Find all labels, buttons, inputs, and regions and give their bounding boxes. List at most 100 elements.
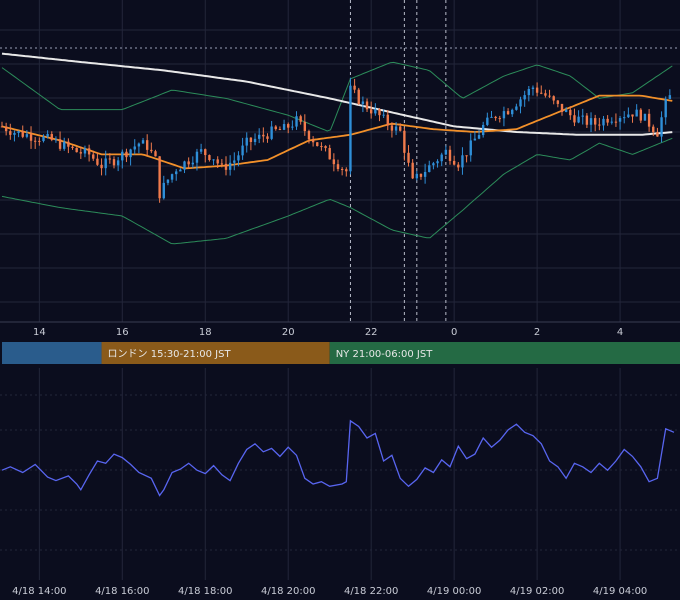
bull-candle xyxy=(212,159,215,161)
bull-candle xyxy=(170,174,174,180)
bull-candle xyxy=(291,126,294,128)
bollinger-bands xyxy=(1,61,673,245)
bear-candle xyxy=(71,146,74,149)
bull-candle xyxy=(166,179,170,183)
bear-candle xyxy=(274,126,277,130)
bear-candle xyxy=(365,101,369,110)
session-bar: ロンドン 15:30-21:00 JST NY 21:00-06:00 JST xyxy=(2,342,680,364)
bull-candle xyxy=(133,146,136,150)
bear-candle xyxy=(573,115,576,123)
bull-candle xyxy=(394,126,398,131)
bear-candle xyxy=(656,132,659,137)
bull-candle xyxy=(486,117,489,125)
bear-candle xyxy=(328,148,331,160)
bear-candle xyxy=(150,149,153,152)
bear-candle xyxy=(158,156,161,199)
bear-candle xyxy=(540,92,543,94)
bull-candle xyxy=(490,116,493,118)
bull-candle xyxy=(527,89,531,96)
bear-candle xyxy=(403,130,406,153)
price-x-tick-label: 18 xyxy=(199,327,212,338)
bull-candle xyxy=(481,124,485,136)
bear-candle xyxy=(448,149,452,161)
bear-candle xyxy=(378,109,381,116)
bear-candle xyxy=(278,129,282,131)
bear-candle xyxy=(204,149,207,156)
indicator-series-line xyxy=(1,419,675,497)
bear-candle xyxy=(506,111,510,115)
bull-candle xyxy=(477,135,481,139)
price-x-tick-label: 0 xyxy=(451,327,457,338)
indicator-x-tick-label: 4/18 14:00 xyxy=(12,586,66,597)
bull-candle xyxy=(428,165,431,172)
bull-candle xyxy=(137,143,141,147)
bull-candle xyxy=(295,116,298,127)
candlesticks[interactable] xyxy=(0,77,672,203)
bear-candle xyxy=(593,118,597,125)
bear-candle xyxy=(87,148,91,155)
moving-averages xyxy=(1,52,673,170)
bear-candle xyxy=(216,159,219,164)
bull-candle xyxy=(444,149,448,155)
bull-candle xyxy=(270,126,273,139)
ma-long xyxy=(1,52,673,136)
bear-candle xyxy=(112,159,116,166)
bear-candle xyxy=(606,118,609,123)
bull-candle xyxy=(577,116,580,123)
bear-candle xyxy=(407,152,410,163)
ma-mid xyxy=(1,94,673,170)
bear-candle xyxy=(38,140,41,142)
bull-candle xyxy=(241,145,244,156)
price-x-tick-label: 2 xyxy=(534,327,540,338)
price-x-axis: 14 16 18 20 22 0 2 4 xyxy=(33,327,623,338)
bear-candle xyxy=(311,139,315,143)
bull-candle xyxy=(436,161,439,164)
bull-candle xyxy=(162,182,165,199)
price-x-tick-label: 4 xyxy=(617,327,623,338)
price-x-tick-label: 22 xyxy=(365,327,378,338)
session-markers xyxy=(0,0,680,322)
bull-candle xyxy=(63,141,66,149)
bull-candle xyxy=(564,109,568,113)
bull-candle xyxy=(245,137,248,146)
bear-candle xyxy=(386,114,389,126)
bear-candle xyxy=(332,159,336,165)
bull-candle xyxy=(523,95,526,100)
bear-candle xyxy=(29,134,33,141)
bull-candle xyxy=(635,109,638,117)
bull-candle xyxy=(440,154,443,162)
bear-candle xyxy=(249,137,253,143)
indicator-line[interactable] xyxy=(1,419,675,497)
bear-candle xyxy=(598,124,601,126)
bull-candle xyxy=(374,109,377,114)
bear-candle xyxy=(498,118,501,120)
bull-candle xyxy=(228,162,232,170)
bull-candle xyxy=(469,140,472,156)
bear-candle xyxy=(154,151,157,157)
bull-candle xyxy=(42,136,45,142)
bear-candle xyxy=(50,134,53,140)
bear-candle xyxy=(58,139,62,149)
bear-candle xyxy=(145,140,149,150)
bear-candle xyxy=(353,85,356,90)
bull-candle xyxy=(141,140,145,144)
bear-candle xyxy=(320,146,323,148)
bull-candle xyxy=(531,87,535,90)
bear-candle xyxy=(100,164,103,169)
bull-candle xyxy=(175,171,178,175)
bear-candle xyxy=(208,155,211,161)
bear-candle xyxy=(125,151,128,158)
bull-candle xyxy=(602,118,605,126)
bear-candle xyxy=(324,146,327,149)
bull-candle xyxy=(415,173,419,179)
bear-candle xyxy=(340,169,344,171)
session-label: ロンドン 15:30-21:00 JST xyxy=(108,349,232,360)
bull-candle xyxy=(643,113,647,121)
bear-candle xyxy=(544,93,547,96)
bear-candle xyxy=(224,163,228,170)
bull-candle xyxy=(17,131,20,133)
bear-candle xyxy=(552,96,555,101)
bear-candle xyxy=(560,103,564,113)
